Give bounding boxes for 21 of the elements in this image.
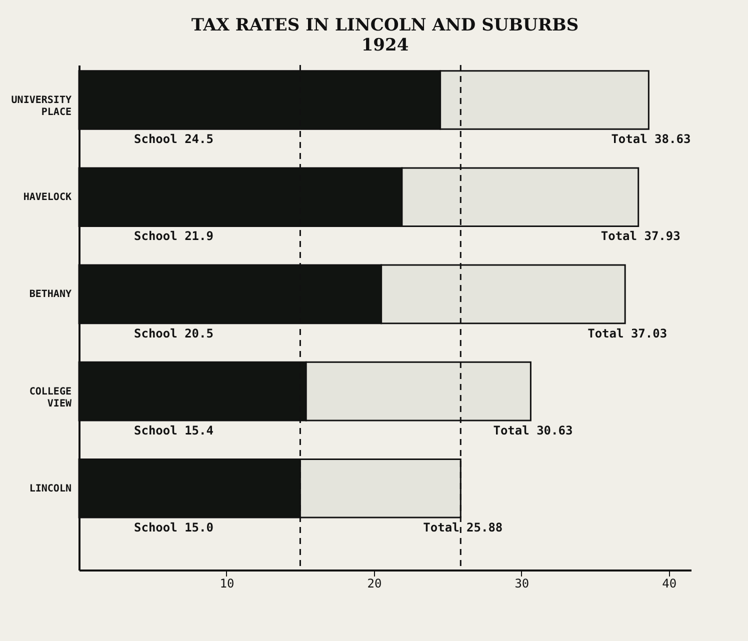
chart-title: TAX RATES IN LINCOLN AND SUBURBS <box>191 15 579 36</box>
chart-subtitle: 1924 <box>361 35 409 56</box>
y-tick-label: HAVELOCK <box>23 192 72 204</box>
data-label: School 24.5 <box>134 132 214 146</box>
x-tick-label: 20 <box>367 576 382 590</box>
data-label: School 15.0 <box>134 520 214 535</box>
x-tick-label: 30 <box>514 576 530 590</box>
y-tick-label: UNIVERSITY PLACE <box>11 94 72 118</box>
data-label: School 20.5 <box>134 326 214 340</box>
x-tick-label: 10 <box>220 576 234 590</box>
total-label: Total 37.93 <box>600 229 680 244</box>
y-tick-label: BETHANY <box>29 289 72 300</box>
data-label: School 21.9 <box>134 229 214 244</box>
x-tick-label: 40 <box>662 576 677 590</box>
total-label: Total 38.63 <box>611 132 691 146</box>
data-label: School 15.4 <box>134 423 214 438</box>
total-label: Total 30.63 <box>493 423 573 438</box>
total-label: Total 25.88 <box>423 520 503 535</box>
y-tick-label: LINCOLN <box>29 483 72 494</box>
total-label: Total 37.03 <box>588 326 668 340</box>
y-tick-label: COLLEGE VIEW <box>29 386 72 410</box>
